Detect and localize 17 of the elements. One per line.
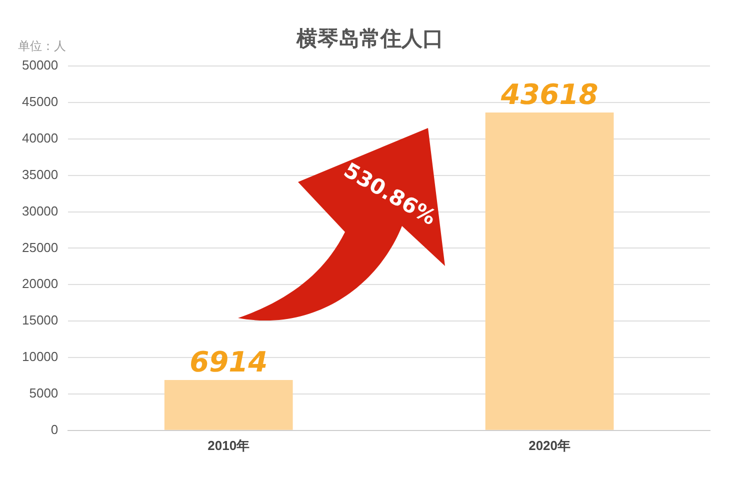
y-tick-label: 50000 <box>22 58 58 73</box>
x-tick-label: 2010年 <box>208 438 250 453</box>
chart-title: 横琴岛常住人口 <box>296 26 444 50</box>
y-tick-label: 10000 <box>22 349 58 364</box>
data-label: 6914 <box>190 345 268 378</box>
data-label: 43618 <box>500 78 598 111</box>
y-tick-label: 35000 <box>22 166 58 182</box>
y-tick-label: 45000 <box>22 94 58 110</box>
y-tick-label: 40000 <box>22 130 58 146</box>
x-tick-label: 2020年 <box>528 438 570 453</box>
y-axis-title: 单位：人 <box>18 39 66 54</box>
y-tick-label: 25000 <box>22 240 58 255</box>
y-tick-label: 5000 <box>29 386 58 401</box>
y-tick-label: 15000 <box>22 312 58 328</box>
y-tick-label: 20000 <box>22 276 58 292</box>
y-tick-label: 30000 <box>22 203 58 218</box>
y-tick-label: 0 <box>50 422 58 437</box>
